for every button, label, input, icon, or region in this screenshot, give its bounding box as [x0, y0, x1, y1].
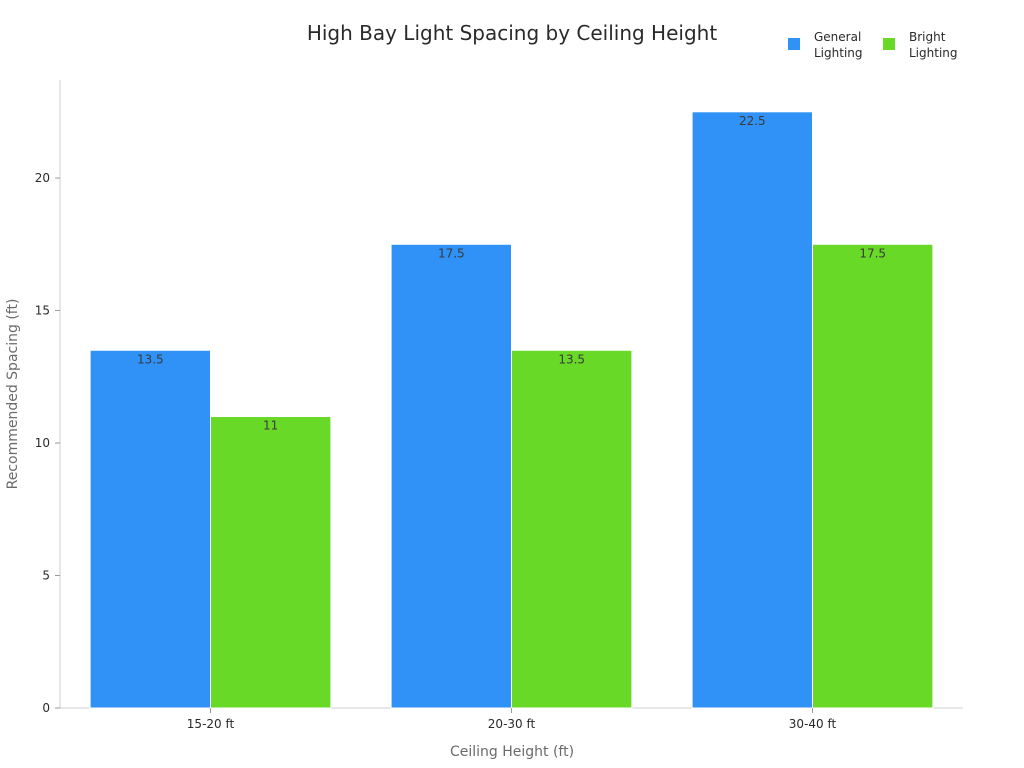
y-tick-label: 0 — [42, 701, 50, 715]
bar-0-0 — [89, 349, 211, 709]
chart-title: High Bay Light Spacing by Ceiling Height — [307, 21, 718, 45]
x-tick-label: 30-40 ft — [789, 717, 837, 731]
legend-swatch-general — [788, 38, 800, 50]
data-label-0-2: 22.5 — [739, 114, 766, 128]
y-axis-ticks: 0 5 10 15 20 — [35, 171, 60, 715]
data-label-1-0: 11 — [263, 419, 278, 433]
y-tick-label: 10 — [35, 436, 50, 450]
legend-swatch-bright — [883, 38, 895, 50]
data-label-0-1: 17.5 — [438, 246, 465, 260]
y-tick-label: 15 — [35, 304, 50, 318]
legend-label-general-line1: General — [814, 30, 861, 44]
legend-label-bright-line2: Lighting — [909, 46, 958, 60]
bar-1-0 — [210, 416, 332, 709]
data-label-1-1: 13.5 — [558, 352, 585, 366]
y-tick-label: 20 — [35, 171, 50, 185]
bar-0-1 — [390, 243, 513, 709]
data-label-1-2: 17.5 — [859, 246, 886, 260]
x-tick-label: 15-20 ft — [187, 717, 235, 731]
data-label-0-0: 13.5 — [137, 352, 164, 366]
bars — [89, 111, 934, 709]
legend-label-general-line2: Lighting — [814, 46, 863, 60]
data-labels: 13.5 11 17.5 13.5 22.5 17.5 — [137, 114, 886, 433]
y-axis-title: Recommended Spacing (ft) — [5, 299, 21, 490]
legend: General Lighting Bright Lighting — [788, 30, 958, 60]
y-tick-label: 5 — [42, 569, 50, 583]
bar-1-1 — [511, 349, 633, 709]
legend-label-bright-line1: Bright — [909, 30, 946, 44]
bar-1-2 — [812, 243, 934, 709]
x-tick-label: 20-30 ft — [488, 717, 536, 731]
x-axis-title: Ceiling Height (ft) — [450, 744, 574, 760]
bar-0-2 — [691, 111, 813, 709]
x-axis-ticks: 15-20 ft 20-30 ft 30-40 ft — [187, 708, 837, 731]
